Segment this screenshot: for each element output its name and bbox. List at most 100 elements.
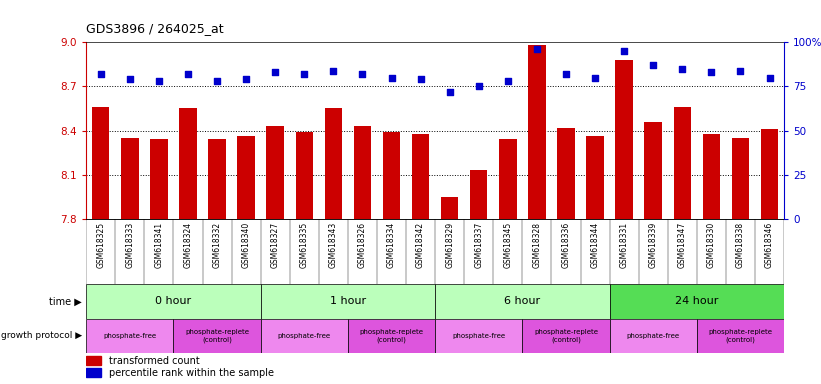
Text: GDS3896 / 264025_at: GDS3896 / 264025_at [86,22,224,35]
Text: GSM618347: GSM618347 [678,222,687,268]
Bar [150,139,167,219]
Text: GSM618327: GSM618327 [271,222,280,268]
Text: GSM618328: GSM618328 [532,222,541,268]
Bar [173,319,261,353]
Point [355,71,369,77]
Bar [348,319,435,353]
Point [647,62,660,68]
Text: GSM618329: GSM618329 [445,222,454,268]
Point [443,89,456,95]
Bar [586,136,603,219]
Point [530,46,544,52]
Text: GSM618343: GSM618343 [329,222,338,268]
Bar [324,108,342,219]
Text: GSM618330: GSM618330 [707,222,716,268]
Point [123,76,136,83]
Text: GSM618334: GSM618334 [387,222,396,268]
Point [327,68,340,74]
Point [268,69,282,75]
Point [559,71,572,77]
Bar [761,129,778,219]
Bar [435,284,609,319]
Text: GSM618331: GSM618331 [620,222,629,268]
Bar [261,284,435,319]
Text: 0 hour: 0 hour [155,296,191,306]
Text: phosphate-replete
(control): phosphate-replete (control) [709,329,773,343]
Bar [296,132,313,219]
Text: transformed count: transformed count [108,356,200,366]
Text: growth protocol ▶: growth protocol ▶ [1,331,82,341]
Text: GSM618336: GSM618336 [562,222,571,268]
Text: GSM618335: GSM618335 [300,222,309,268]
Text: phosphate-replete
(control): phosphate-replete (control) [534,329,598,343]
Bar [528,45,546,219]
Text: GSM618333: GSM618333 [126,222,135,268]
Point [385,74,398,81]
Bar [499,139,516,219]
Bar [209,139,226,219]
Bar [412,134,429,219]
Point [181,71,195,77]
Text: GSM618325: GSM618325 [96,222,105,268]
Text: 6 hour: 6 hour [504,296,540,306]
Text: GSM618337: GSM618337 [475,222,484,268]
Bar [732,138,750,219]
Point [617,48,631,54]
Bar [644,122,662,219]
Text: GSM618340: GSM618340 [241,222,250,268]
Bar [86,368,101,377]
Text: 1 hour: 1 hour [330,296,366,306]
Bar [522,319,609,353]
Point [589,74,602,81]
Text: GSM618342: GSM618342 [416,222,425,268]
Point [153,78,166,84]
Text: GSM618326: GSM618326 [358,222,367,268]
Text: GSM618344: GSM618344 [590,222,599,268]
Bar [697,319,784,353]
Bar [441,197,458,219]
Bar [383,132,400,219]
Text: phosphate-free: phosphate-free [103,333,156,339]
Text: phosphate-free: phosphate-free [277,333,331,339]
Point [734,68,747,74]
Bar [86,319,173,353]
Text: phosphate-free: phosphate-free [626,333,680,339]
Bar [470,170,488,219]
Bar [122,138,139,219]
Point [502,78,515,84]
Point [414,76,427,83]
Bar [609,284,784,319]
Text: phosphate-free: phosphate-free [452,333,505,339]
Point [240,76,253,83]
Bar [267,126,284,219]
Bar [435,319,522,353]
Text: 24 hour: 24 hour [675,296,718,306]
Bar [354,126,371,219]
Text: GSM618346: GSM618346 [765,222,774,268]
Text: time ▶: time ▶ [49,296,82,306]
Bar [179,108,197,219]
Text: phosphate-replete
(control): phosphate-replete (control) [185,329,249,343]
Point [676,66,689,72]
Point [472,83,485,89]
Text: GSM618332: GSM618332 [213,222,222,268]
Text: phosphate-replete
(control): phosphate-replete (control) [360,329,424,343]
Bar [237,136,255,219]
Bar [609,319,697,353]
Text: GSM618339: GSM618339 [649,222,658,268]
Bar [86,356,101,366]
Bar [92,107,109,219]
Text: GSM618338: GSM618338 [736,222,745,268]
Bar [673,107,691,219]
Point [704,69,718,75]
Point [210,78,223,84]
Text: percentile rank within the sample: percentile rank within the sample [108,368,273,378]
Bar [616,60,633,219]
Bar [261,319,348,353]
Point [763,74,776,81]
Point [94,71,108,77]
Bar [86,284,261,319]
Point [298,71,311,77]
Text: GSM618324: GSM618324 [183,222,192,268]
Text: GSM618345: GSM618345 [503,222,512,268]
